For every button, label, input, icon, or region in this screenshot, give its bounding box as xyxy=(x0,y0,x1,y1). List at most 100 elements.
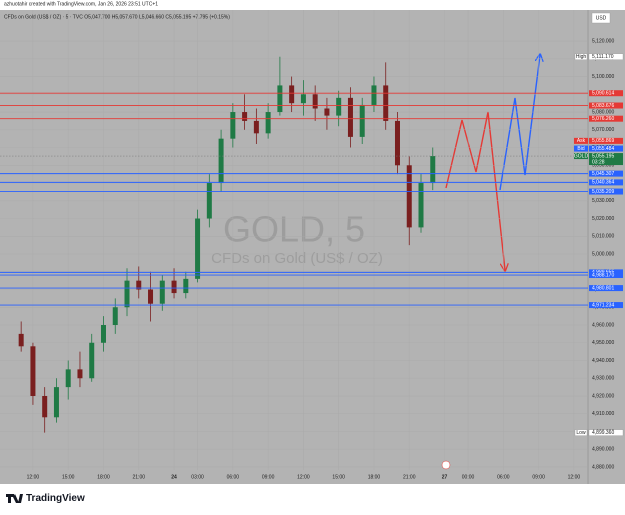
projection-up xyxy=(499,55,540,191)
candle-body xyxy=(383,85,389,121)
y-tick-label: 5,080.000 xyxy=(592,109,614,115)
price-label: 5,055.869 xyxy=(592,138,614,144)
candle-body xyxy=(53,387,59,418)
x-tick-label: 09:00 xyxy=(262,474,275,480)
candle-body xyxy=(42,395,48,418)
logo-icon xyxy=(6,494,23,503)
y-tick-label: 5,030.000 xyxy=(592,198,614,204)
credit: azhuotahir created with TradingView.com,… xyxy=(4,1,158,7)
candle-body xyxy=(136,280,142,290)
price-badge xyxy=(589,137,623,144)
candle-body xyxy=(112,307,118,326)
candle-body xyxy=(300,94,306,104)
level-badge xyxy=(589,285,623,292)
candle-body xyxy=(265,112,271,134)
level-label: 5,076.260 xyxy=(592,116,614,122)
x-tick-label: 21:00 xyxy=(403,474,416,480)
candle-body xyxy=(148,289,154,304)
candle-body xyxy=(206,183,212,219)
candle-body xyxy=(159,280,165,304)
x-tick-label: 18:00 xyxy=(97,474,110,480)
extreme-name-box xyxy=(574,429,588,436)
currency[interactable]: USD xyxy=(596,15,607,21)
y-tick-label: 4,920.000 xyxy=(592,393,614,399)
candle-body xyxy=(242,112,248,121)
extreme-label: 4,899.360 xyxy=(592,430,614,436)
y-tick-label: 5,010.000 xyxy=(592,234,614,240)
price-name: Bid xyxy=(577,146,584,152)
candle-body xyxy=(77,369,83,379)
level-label: 4,980.801 xyxy=(592,285,614,291)
level-badge xyxy=(589,115,623,122)
x-tick-label: 18:00 xyxy=(368,474,381,480)
candle-body xyxy=(218,138,224,184)
level-badge xyxy=(589,188,623,195)
time-axis xyxy=(0,470,625,484)
level-badge xyxy=(589,102,623,109)
watermark-subtitle: CFDs on Gold (US$ / OZ) xyxy=(211,250,383,267)
price-name-box xyxy=(574,153,588,160)
y-tick-label: 5,020.000 xyxy=(592,216,614,222)
candle-body xyxy=(336,97,342,116)
projection-down xyxy=(445,111,505,270)
y-tick-label: 5,070.000 xyxy=(592,127,614,133)
extreme-badge xyxy=(588,429,624,436)
candle-body xyxy=(18,333,24,347)
level-label: 5,035.209 xyxy=(592,189,614,195)
price-name-box xyxy=(574,137,588,144)
level-badge xyxy=(589,272,623,279)
candle-body xyxy=(183,278,189,294)
candle-body xyxy=(277,85,283,113)
level-badge xyxy=(589,170,623,177)
candle-body xyxy=(394,120,400,166)
y-tick-label: 4,910.000 xyxy=(592,411,614,417)
y-tick-label: 5,120.000 xyxy=(592,38,614,44)
candle-body xyxy=(371,85,377,105)
candle-body xyxy=(65,369,71,388)
candle-body xyxy=(30,346,36,396)
price-name-box xyxy=(574,145,588,152)
y-tick-label: 4,880.000 xyxy=(592,464,614,470)
x-tick-label: 15:00 xyxy=(332,474,345,480)
watermark: GOLD, 5 xyxy=(223,209,365,250)
extreme-name-box xyxy=(574,53,588,60)
candle-body xyxy=(312,94,318,109)
extreme-name: High xyxy=(576,54,587,60)
logo: TradingView xyxy=(26,493,85,504)
y-tick-label: 4,950.000 xyxy=(592,340,614,346)
price-label: 5,055.195 xyxy=(592,153,614,159)
extreme-label: 5,111.170 xyxy=(592,54,614,60)
x-tick-label: 12:00 xyxy=(568,474,581,480)
y-tick-label: 4,940.000 xyxy=(592,358,614,364)
candle-body xyxy=(347,97,353,137)
extreme-badge xyxy=(588,53,624,60)
y-tick-label: 4,890.000 xyxy=(592,447,614,453)
event-icon[interactable] xyxy=(441,460,451,470)
x-tick-label: 12:00 xyxy=(27,474,40,480)
y-tick-label: 5,050.000 xyxy=(592,163,614,169)
price-badge xyxy=(589,153,623,166)
candle-body xyxy=(230,112,236,139)
candle-body xyxy=(100,325,106,343)
currency-box[interactable] xyxy=(591,12,611,24)
candle-body xyxy=(124,280,130,308)
x-tick-label: 27 xyxy=(442,474,448,480)
extreme-name: Low xyxy=(576,430,586,436)
price-badge xyxy=(589,145,623,152)
countdown: 03:28 xyxy=(592,159,605,165)
candle-body xyxy=(253,120,259,134)
candle-body xyxy=(359,104,365,137)
x-tick-label: 12:00 xyxy=(297,474,310,480)
candle-body xyxy=(89,342,95,379)
price-name: Ask xyxy=(577,138,586,144)
price-name: GOLD xyxy=(574,153,589,159)
x-tick-label: 06:00 xyxy=(227,474,240,480)
x-tick-label: 24 xyxy=(171,474,177,480)
level-label: 5,045.307 xyxy=(592,171,614,177)
price-label: 5,055.484 xyxy=(592,146,614,152)
y-tick-label: 5,100.000 xyxy=(592,74,614,80)
level-label: 4,971.234 xyxy=(592,302,614,308)
candle-body xyxy=(324,108,330,116)
x-tick-label: 06:00 xyxy=(497,474,510,480)
